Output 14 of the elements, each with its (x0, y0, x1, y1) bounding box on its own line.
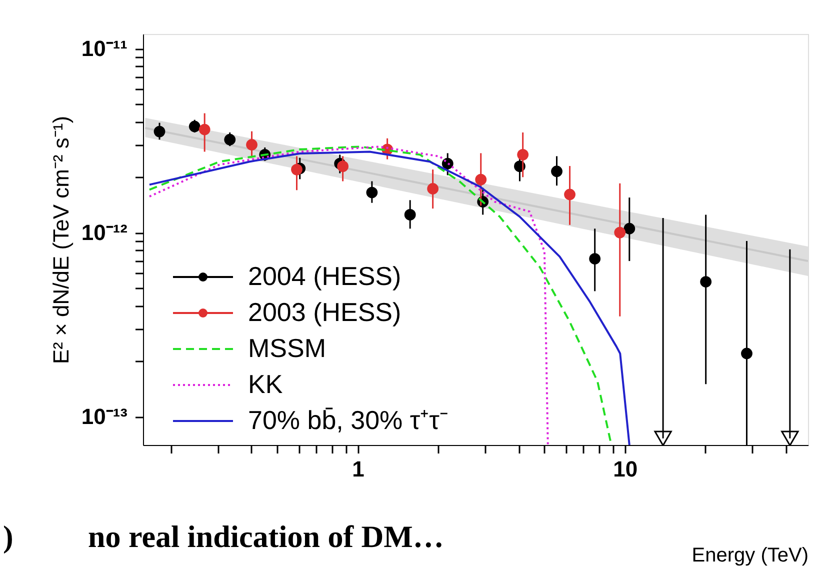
legend-label: KK (248, 369, 284, 399)
legend-label: 70% bb̄, 30% τ⁺τ⁻ (248, 405, 448, 435)
y-tick-label: 10⁻¹² (81, 220, 128, 246)
legend-label: 2003 (HESS) (248, 297, 402, 327)
text: ) (3, 519, 14, 554)
text: no real indication of DM… (88, 519, 444, 554)
y-tick-label: 10⁻¹³ (81, 404, 128, 430)
x-tick-label: 1 (352, 456, 364, 482)
legend-label: 2004 (HESS) (248, 261, 402, 291)
y-tick-label: 10⁻¹¹ (81, 36, 128, 62)
legend-label: MSSM (248, 333, 326, 363)
x-axis-title: Energy (TeV) (692, 544, 808, 566)
y-axis-title: E² × dN/dE (TeV cm⁻² s⁻¹) (48, 116, 74, 364)
x-tick-label: 10 (613, 456, 638, 482)
